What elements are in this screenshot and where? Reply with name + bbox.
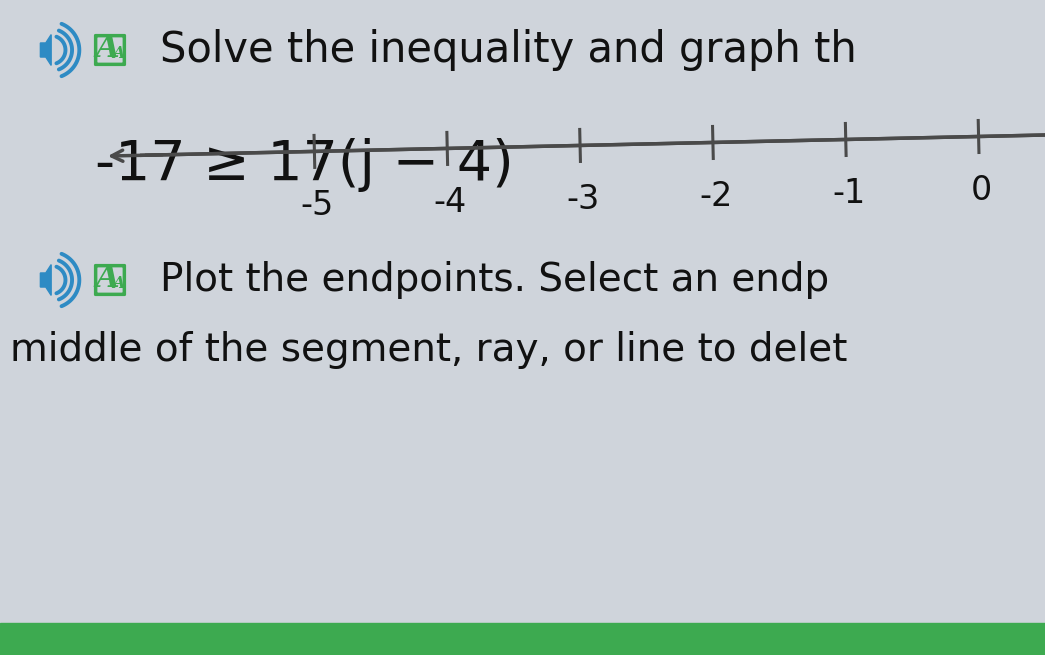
Text: -3: -3	[566, 183, 600, 216]
Polygon shape	[41, 265, 51, 295]
Text: -1: -1	[832, 178, 865, 210]
Text: Plot the endpoints. Select an endp: Plot the endpoints. Select an endp	[160, 261, 829, 299]
Text: -4: -4	[434, 187, 467, 219]
Text: -17 ≥ 17(j − 4): -17 ≥ 17(j − 4)	[95, 138, 514, 192]
Text: Solve the inequality and graph th: Solve the inequality and graph th	[160, 29, 857, 71]
Text: A: A	[95, 33, 119, 64]
Text: A: A	[95, 263, 119, 293]
Text: A: A	[112, 45, 124, 62]
Polygon shape	[41, 35, 51, 66]
Bar	[0, 623, 1045, 655]
Text: -5: -5	[301, 189, 334, 223]
Text: -2: -2	[699, 181, 733, 214]
Text: 0: 0	[971, 174, 992, 208]
Text: middle of the segment, ray, or line to delet: middle of the segment, ray, or line to d…	[10, 331, 847, 369]
Text: A: A	[112, 276, 124, 293]
